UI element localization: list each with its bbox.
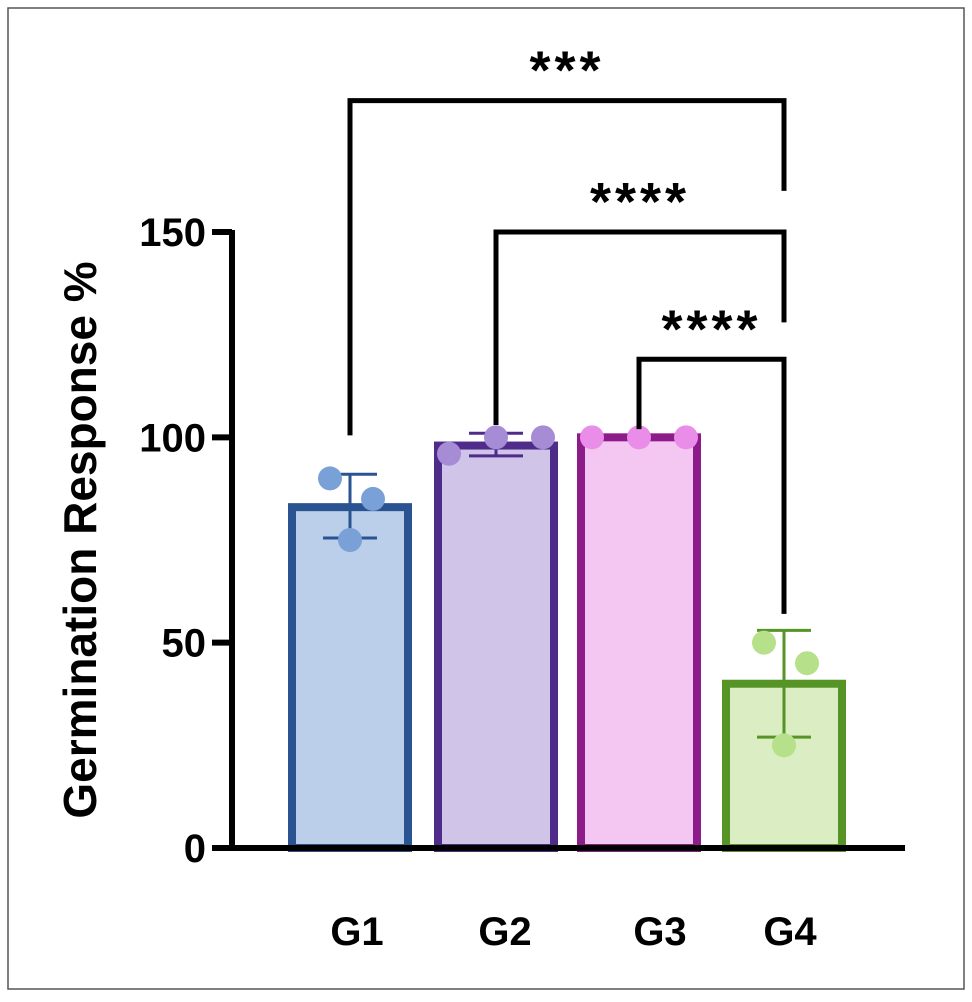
y-tick-label: 150 xyxy=(139,211,206,255)
data-point-G2 xyxy=(437,441,461,466)
data-point-G2 xyxy=(484,425,508,450)
bar-G3 xyxy=(577,433,701,852)
data-point-G3 xyxy=(627,425,651,450)
x-tick-label-G2: G2 xyxy=(478,910,531,954)
data-point-G1 xyxy=(361,486,385,511)
bar-G2 xyxy=(434,441,558,852)
y-axis-label: Germination Response % xyxy=(54,261,106,818)
significance-label: *** xyxy=(529,41,604,101)
x-tick-label-G3: G3 xyxy=(633,910,686,954)
significance-label: **** xyxy=(661,299,761,359)
data-point-G4 xyxy=(752,630,776,655)
significance-label: **** xyxy=(590,172,690,232)
data-point-G3 xyxy=(674,425,698,450)
significance-bracket xyxy=(347,98,787,436)
y-tick-label: 100 xyxy=(139,416,206,460)
significance-bracket xyxy=(636,356,787,614)
data-point-G1 xyxy=(318,466,342,491)
significance-bracket xyxy=(493,229,787,426)
y-tick-label: 50 xyxy=(162,622,207,666)
data-point-G4 xyxy=(772,733,796,758)
x-tick-label-G4: G4 xyxy=(763,910,817,954)
data-point-G4 xyxy=(795,651,819,676)
y-tick-label: 0 xyxy=(184,827,206,871)
bar-G1 xyxy=(288,503,412,852)
data-point-G1 xyxy=(338,528,362,552)
x-tick-label-G1: G1 xyxy=(330,910,383,954)
data-point-G2 xyxy=(531,425,555,450)
data-point-G3 xyxy=(580,425,604,450)
